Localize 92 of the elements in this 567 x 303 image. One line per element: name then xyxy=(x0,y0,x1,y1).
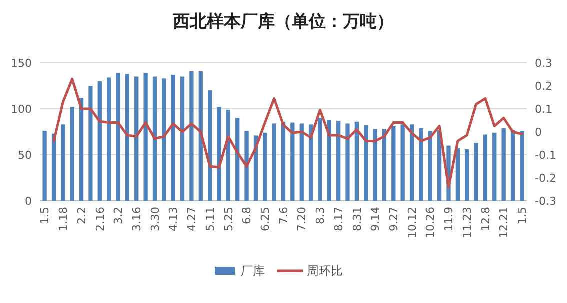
bar xyxy=(410,124,414,201)
legend-label: 周环比 xyxy=(307,264,343,278)
y-tick-label: 100 xyxy=(11,102,32,116)
bar xyxy=(152,76,158,201)
y2-tick-label: 0 xyxy=(535,126,542,139)
x-tick-label: 8.17 xyxy=(332,207,346,232)
y2-tick-label: 0.3 xyxy=(535,56,552,70)
x-tick-label: 3.16 xyxy=(130,207,144,232)
bar xyxy=(171,74,176,201)
x-tick-label: 5.11 xyxy=(204,207,217,232)
bar xyxy=(263,132,268,201)
bar xyxy=(308,124,314,201)
bar xyxy=(107,78,112,201)
x-tick-label: 12.8 xyxy=(479,207,492,232)
bar xyxy=(465,149,470,201)
x-tick-label: 1.18 xyxy=(57,207,70,232)
y-tick-label: 50 xyxy=(18,148,32,162)
bar xyxy=(327,120,332,201)
bar xyxy=(162,78,166,201)
bar xyxy=(502,128,506,201)
x-tick-label: 7.20 xyxy=(296,207,309,232)
bar xyxy=(116,73,120,201)
bar xyxy=(134,76,139,201)
x-tick-label: 8.3 xyxy=(314,207,328,224)
bar xyxy=(42,131,47,201)
bar xyxy=(492,132,497,201)
bar xyxy=(52,134,56,201)
y2-tick-label: -0.3 xyxy=(535,194,556,208)
bar xyxy=(318,118,322,201)
y2-tick-label: -0.1 xyxy=(535,148,556,162)
chart-title: 西北样本厂库（单位：万吨） xyxy=(172,12,394,32)
bar xyxy=(272,124,276,201)
x-tick-label: 3.2 xyxy=(112,207,126,224)
x-tick-label: 9.27 xyxy=(388,207,401,232)
x-tick-label: 6.8 xyxy=(240,207,254,224)
bar xyxy=(483,134,488,201)
x-tick-label: 3.30 xyxy=(148,207,162,232)
bar xyxy=(217,107,222,201)
bar xyxy=(400,124,405,201)
bar xyxy=(392,126,396,201)
x-tick-label: 9.14 xyxy=(369,207,382,232)
x-tick-label: 10.26 xyxy=(424,207,438,238)
y-tick-label: 0 xyxy=(25,194,32,208)
bar xyxy=(226,110,230,201)
x-tick-label: 11.23 xyxy=(460,207,474,238)
bar xyxy=(88,86,93,201)
line-series xyxy=(52,78,524,188)
bar xyxy=(61,124,66,201)
bar xyxy=(373,129,378,201)
bar xyxy=(190,71,194,201)
x-tick-label: 10.12 xyxy=(406,207,419,238)
x-tick-label: 5.25 xyxy=(222,207,236,232)
bar xyxy=(474,143,478,201)
bar xyxy=(510,130,516,201)
bar xyxy=(354,122,360,201)
bar xyxy=(428,131,432,201)
bar xyxy=(144,73,148,201)
x-tick-label: 2.16 xyxy=(94,207,107,232)
y2-tick-label: 0.1 xyxy=(535,102,552,116)
legend-label: 厂库 xyxy=(241,264,265,278)
x-tick-label: 2.2 xyxy=(75,207,88,224)
x-tick-label: 4.27 xyxy=(186,207,199,232)
bar xyxy=(419,128,424,201)
bar xyxy=(180,76,185,201)
bar xyxy=(382,129,387,201)
bar xyxy=(281,122,286,201)
bar xyxy=(520,131,524,201)
y2-tick-label: 0.2 xyxy=(535,80,552,93)
bar xyxy=(336,120,341,201)
bar xyxy=(244,131,249,201)
bar xyxy=(300,124,304,201)
bar xyxy=(198,71,203,201)
bar xyxy=(98,81,102,201)
x-tick-label: 1.5 xyxy=(38,207,52,224)
x-tick-label: 12.21 xyxy=(498,207,511,238)
bar xyxy=(70,107,74,201)
x-tick-label: 4.13 xyxy=(167,207,180,232)
bar xyxy=(456,148,460,201)
y2-tick-label: -0.2 xyxy=(535,172,556,185)
y-tick-label: 150 xyxy=(11,56,32,70)
bar xyxy=(290,122,295,201)
bar xyxy=(79,98,84,201)
x-tick-label: 1.5 xyxy=(516,207,530,224)
bar xyxy=(125,74,130,201)
x-tick-label: 11.9 xyxy=(442,207,456,232)
bar xyxy=(208,90,212,201)
bar xyxy=(236,118,240,201)
x-tick-label: 7.6 xyxy=(277,207,290,224)
x-tick-label: 6.25 xyxy=(258,207,272,232)
x-tick-label: 8.31 xyxy=(350,207,364,232)
bar xyxy=(346,124,350,201)
bar xyxy=(364,126,368,201)
